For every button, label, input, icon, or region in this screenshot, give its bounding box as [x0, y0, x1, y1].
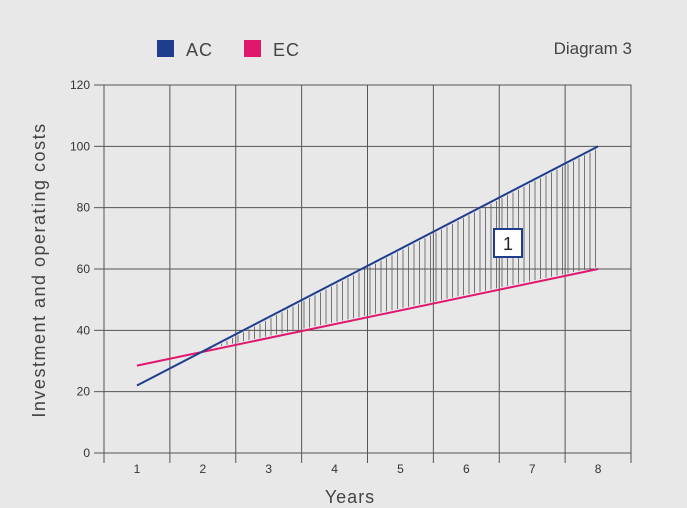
y-tick-label: 60: [77, 262, 91, 276]
annotation-label: 1: [503, 234, 513, 254]
x-tick-label: 8: [595, 462, 602, 476]
difference-hatch-area: [204, 149, 596, 353]
legend: AC EC: [157, 40, 300, 60]
x-axis-ticks: 1 2 3 4 5 6 7 8: [103, 453, 632, 476]
y-tick-label: 80: [77, 201, 91, 215]
y-axis-label: Investment and operating costs: [29, 122, 49, 417]
x-axis-label: Years: [325, 487, 375, 507]
y-tick-label: 0: [83, 446, 90, 460]
series-line-ec: [136, 268, 599, 367]
legend-swatch-ac: [157, 40, 174, 57]
y-tick-label: 20: [77, 385, 91, 399]
x-tick-label: 4: [331, 462, 338, 476]
x-tick-label: 3: [265, 462, 272, 476]
x-tick-label: 2: [199, 462, 206, 476]
chart-series: [136, 145, 599, 387]
y-tick-label: 40: [77, 323, 91, 337]
chart-title: Diagram 3: [554, 39, 632, 58]
y-axis-ticks: 0 20 40 60 80 100 120: [70, 78, 104, 460]
legend-swatch-ec: [244, 40, 261, 57]
legend-label-ac: AC: [186, 40, 213, 60]
chart-grid: [103, 84, 632, 454]
x-tick-label: 5: [397, 462, 404, 476]
annotation-box: [493, 228, 523, 258]
y-tick-label: 100: [70, 139, 90, 153]
x-tick-label: 6: [463, 462, 470, 476]
legend-label-ec: EC: [273, 40, 300, 60]
annotation-1: 1: [493, 228, 523, 258]
y-tick-label: 120: [70, 78, 90, 92]
x-tick-label: 7: [529, 462, 536, 476]
x-tick-label: 1: [134, 462, 141, 476]
series-line-ac: [136, 145, 599, 387]
